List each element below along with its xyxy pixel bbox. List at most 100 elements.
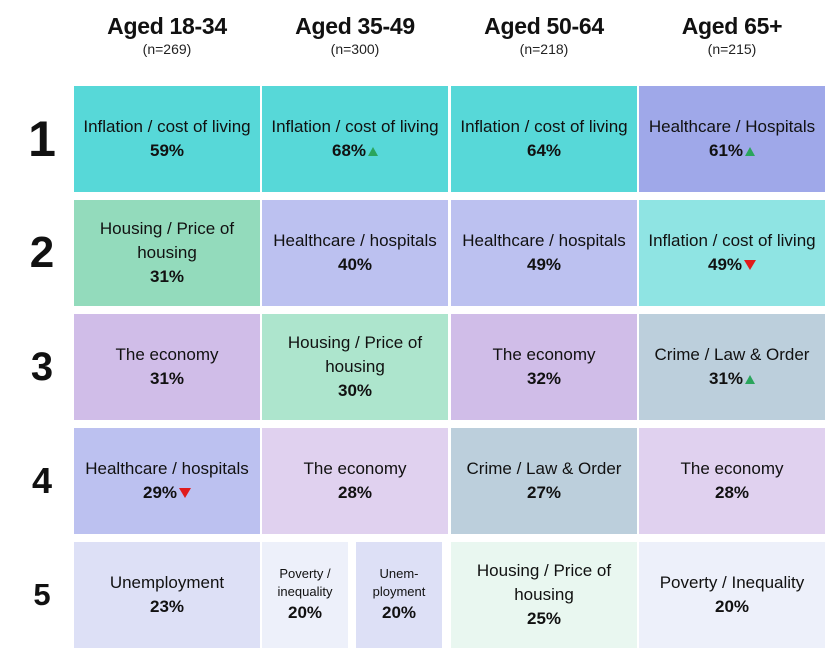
cell-percent-value: 25% bbox=[526, 609, 562, 628]
table-cell: Unemployment 23% bbox=[74, 542, 260, 648]
column-header: Aged 65+ (n=215) bbox=[639, 12, 825, 58]
cell-percent: 28% bbox=[338, 481, 372, 505]
table-cell: The economy 28% bbox=[262, 428, 448, 534]
cell-label: Housing / Price of housing bbox=[99, 219, 235, 262]
column-header: Aged 18-34 (n=269) bbox=[74, 12, 260, 58]
table-cell: Poverty / Inequality 20% bbox=[639, 542, 825, 648]
column-sample-size: (n=300) bbox=[330, 41, 380, 57]
cell-label: Healthcare / hospitals bbox=[462, 231, 626, 250]
cell-percent: 59% bbox=[150, 139, 184, 163]
cell-percent-value: 31% bbox=[708, 369, 744, 388]
table-cell: Housing / Price of housing 31% bbox=[74, 200, 260, 306]
table-cell: Poverty / inequality 20% bbox=[262, 542, 348, 648]
cell-percent: 20% bbox=[288, 601, 322, 625]
cell-percent-value: 32% bbox=[526, 369, 562, 388]
column-title: Aged 18-34 bbox=[107, 13, 227, 39]
cell-percent: 31% bbox=[150, 265, 184, 289]
cell-label: Unem-ployment bbox=[372, 566, 426, 599]
trend-up-icon bbox=[745, 374, 756, 384]
table-cell: Healthcare / Hospitals 61% bbox=[639, 86, 825, 192]
column-header: Aged 50-64 (n=218) bbox=[451, 12, 637, 58]
cell-percent-value: 68% bbox=[331, 141, 367, 160]
trend-up-icon bbox=[368, 146, 379, 156]
column-title: Aged 50-64 bbox=[484, 13, 604, 39]
cell-percent: 29% bbox=[142, 481, 192, 505]
table-cell: Inflation / cost of living 49% bbox=[639, 200, 825, 306]
cell-percent: 49% bbox=[527, 253, 561, 277]
cell-percent-value: 40% bbox=[337, 255, 373, 274]
column-header: Aged 35-49 (n=300) bbox=[262, 12, 448, 58]
cell-label: Unemployment bbox=[109, 573, 225, 592]
cell-label: Inflation / cost of living bbox=[271, 117, 439, 136]
column-title: Aged 65+ bbox=[681, 13, 783, 39]
cell-label: The economy bbox=[492, 345, 596, 364]
cell-label: Healthcare / hospitals bbox=[273, 231, 437, 250]
cell-percent: 30% bbox=[338, 379, 372, 403]
rank-label: 3 bbox=[30, 345, 54, 389]
cell-percent-value: 30% bbox=[337, 381, 373, 400]
cell-percent: 32% bbox=[527, 367, 561, 391]
cell-percent-value: 20% bbox=[714, 597, 750, 616]
rank-label: 4 bbox=[31, 460, 53, 501]
cell-percent: 23% bbox=[150, 595, 184, 619]
column-sample-size: (n=215) bbox=[707, 41, 757, 57]
column-sample-size: (n=269) bbox=[142, 41, 192, 57]
table-cell: Crime / Law & Order 31% bbox=[639, 314, 825, 420]
table-cell: Housing / Price of housing 25% bbox=[451, 542, 637, 648]
cell-label: The economy bbox=[303, 459, 407, 478]
trend-down-icon bbox=[179, 488, 192, 498]
table-cell: Housing / Price of housing 30% bbox=[262, 314, 448, 420]
cell-percent-value: 49% bbox=[526, 255, 562, 274]
cell-percent-value: 20% bbox=[381, 603, 417, 622]
cell-percent: 49% bbox=[707, 253, 757, 277]
cell-percent-value: 61% bbox=[708, 141, 744, 160]
table-cell: Inflation / cost of living 68% bbox=[262, 86, 448, 192]
cell-label: The economy bbox=[115, 345, 219, 364]
cell-percent: 27% bbox=[527, 481, 561, 505]
cell-percent: 28% bbox=[715, 481, 749, 505]
cell-percent-value: 64% bbox=[526, 141, 562, 160]
trend-down-icon bbox=[744, 260, 757, 270]
table-cell: Healthcare / hospitals 29% bbox=[74, 428, 260, 534]
cell-percent: 64% bbox=[527, 139, 561, 163]
rank-label: 2 bbox=[29, 228, 55, 277]
cell-label: Poverty / Inequality bbox=[659, 573, 805, 592]
table-cell: The economy 32% bbox=[451, 314, 637, 420]
cell-percent-value: 28% bbox=[714, 483, 750, 502]
cell-label: Healthcare / hospitals bbox=[85, 459, 249, 478]
table-cell: Healthcare / hospitals 40% bbox=[262, 200, 448, 306]
cell-label: Inflation / cost of living bbox=[83, 117, 251, 136]
rank-label: 5 bbox=[33, 577, 51, 612]
cell-percent-value: 27% bbox=[526, 483, 562, 502]
cell-percent-value: 31% bbox=[149, 369, 185, 388]
cell-percent-value: 29% bbox=[142, 483, 178, 502]
cell-percent: 40% bbox=[338, 253, 372, 277]
cell-percent: 31% bbox=[150, 367, 184, 391]
trend-up-icon bbox=[745, 146, 756, 156]
cell-percent-value: 31% bbox=[149, 267, 185, 286]
cell-label: Crime / Law & Order bbox=[654, 345, 810, 364]
cell-percent-value: 28% bbox=[337, 483, 373, 502]
cell-percent-value: 59% bbox=[149, 141, 185, 160]
column-title: Aged 35-49 bbox=[295, 13, 415, 39]
cell-label: The economy bbox=[680, 459, 784, 478]
cell-percent: 68% bbox=[331, 139, 379, 163]
cell-percent-value: 20% bbox=[287, 603, 323, 622]
column-sample-size: (n=218) bbox=[519, 41, 569, 57]
cell-label: Crime / Law & Order bbox=[466, 459, 622, 478]
table-cell: The economy 28% bbox=[639, 428, 825, 534]
cell-label: Inflation / cost of living bbox=[460, 117, 628, 136]
cell-label: Housing / Price of housing bbox=[287, 333, 423, 376]
table-cell: Crime / Law & Order 27% bbox=[451, 428, 637, 534]
cell-percent-value: 49% bbox=[707, 255, 743, 274]
table-cell: Unem-ployment 20% bbox=[356, 542, 442, 648]
cell-percent: 20% bbox=[382, 601, 416, 625]
cell-label: Housing / Price of housing bbox=[476, 561, 612, 604]
cell-percent: 61% bbox=[708, 139, 756, 163]
cell-percent-value: 23% bbox=[149, 597, 185, 616]
cell-label: Inflation / cost of living bbox=[648, 231, 816, 250]
cell-percent: 31% bbox=[708, 367, 756, 391]
cell-label: Healthcare / Hospitals bbox=[648, 117, 816, 136]
cell-percent: 25% bbox=[527, 607, 561, 631]
table-cell: Healthcare / hospitals 49% bbox=[451, 200, 637, 306]
